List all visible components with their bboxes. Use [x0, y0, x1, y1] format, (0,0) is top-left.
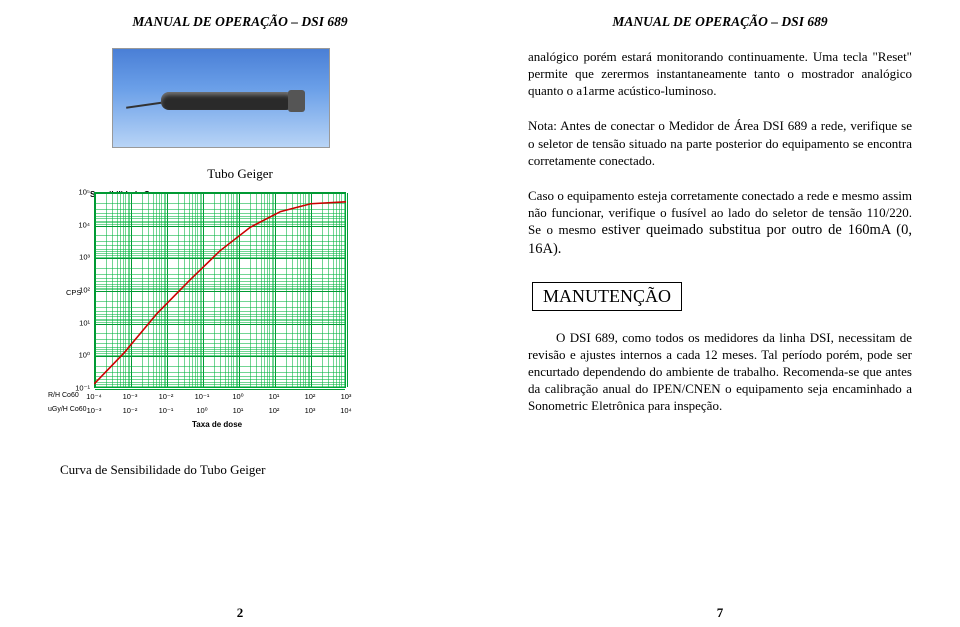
x-tick-row2: 10³ — [305, 406, 316, 415]
left-column: MANUAL DE OPERAÇÃO – DSI 689 Tubo Geiger… — [0, 0, 480, 627]
y-tick: 10⁵ — [68, 188, 90, 197]
y-tick: 10² — [68, 286, 90, 295]
sensitivity-chart: Sensibilidade Gama CPS R/H Co60 uGy/H Co… — [48, 192, 432, 422]
paragraph-3: Caso o equipamento esteja corretamente c… — [528, 187, 912, 260]
page-number-right: 7 — [480, 605, 960, 621]
chart-footer-caption: Curva de Sensibilidade do Tubo Geiger — [60, 462, 432, 478]
y-tick: 10⁰ — [68, 351, 90, 360]
geiger-tube-photo — [112, 48, 330, 148]
page-header-right: MANUAL DE OPERAÇÃO – DSI 689 — [528, 14, 912, 30]
paragraph-note: Nota: Antes de conectar o Medidor de Áre… — [528, 117, 912, 168]
x-tick-row1: 10⁻¹ — [195, 392, 210, 401]
x-tick-row2: 10⁴ — [340, 406, 352, 415]
x-tick-row1: 10⁻² — [159, 392, 174, 401]
paragraph-1: analógico porém estará monitorando conti… — [528, 48, 912, 99]
x-tick-row1: 10³ — [341, 392, 352, 401]
y-tick: 10³ — [68, 253, 90, 262]
page-number-left: 2 — [0, 605, 480, 621]
photo-caption: Tubo Geiger — [48, 166, 432, 182]
x-tick-row1: 10⁻³ — [123, 392, 138, 401]
x-axis-row2-prefix: uGy/H Co60 — [48, 406, 87, 413]
x-tick-row2: 10² — [269, 406, 280, 415]
paragraph-4: O DSI 689, como todos os medidores da li… — [528, 329, 912, 415]
x-tick-row2: 10¹ — [233, 406, 244, 415]
right-column: MANUAL DE OPERAÇÃO – DSI 689 analógico p… — [480, 0, 960, 627]
x-tick-row1: 10⁰ — [232, 392, 243, 401]
x-tick-row1: 10¹ — [269, 392, 280, 401]
x-tick-row2: 10⁻² — [123, 406, 138, 415]
x-tick-row1: 10² — [305, 392, 316, 401]
x-tick-row1: 10⁻⁴ — [86, 392, 102, 401]
manutencao-heading-box: MANUTENÇÃO — [532, 282, 682, 311]
y-tick: 10⁴ — [68, 220, 90, 229]
page-header-left: MANUAL DE OPERAÇÃO – DSI 689 — [48, 14, 432, 30]
x-axis-caption: Taxa de dose — [192, 420, 242, 429]
x-tick-row2: 10⁻¹ — [159, 406, 174, 415]
x-tick-row2: 10⁻³ — [87, 406, 102, 415]
x-axis-row1-prefix: R/H Co60 — [48, 392, 79, 399]
y-tick: 10¹ — [68, 318, 90, 327]
x-tick-row2: 10⁰ — [196, 406, 207, 415]
